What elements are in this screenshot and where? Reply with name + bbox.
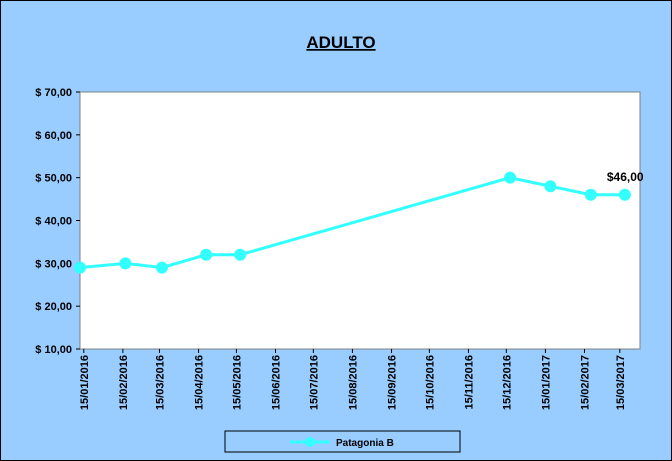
x-tick-label: 15/02/2017 bbox=[580, 355, 592, 410]
data-point bbox=[618, 188, 631, 201]
data-point bbox=[234, 248, 247, 261]
x-tick-label: 15/02/2016 bbox=[118, 355, 130, 410]
y-tick-label: $ 30,00 bbox=[35, 258, 72, 270]
legend-marker bbox=[305, 437, 315, 447]
data-point bbox=[74, 261, 86, 274]
x-tick-label: 15/09/2016 bbox=[387, 355, 399, 410]
legend-label: Patagonia B bbox=[336, 438, 394, 449]
x-tick-label: 15/10/2016 bbox=[424, 355, 436, 410]
data-point bbox=[504, 171, 517, 184]
x-tick-label: 15/12/2016 bbox=[501, 355, 513, 410]
x-tick-label: 15/07/2016 bbox=[308, 355, 320, 410]
x-tick-label: 15/04/2016 bbox=[194, 355, 206, 410]
data-point bbox=[119, 257, 132, 270]
y-tick-label: $ 60,00 bbox=[35, 130, 72, 142]
x-tick-label: 15/06/2016 bbox=[270, 355, 282, 410]
x-tick-label: 15/03/2016 bbox=[154, 355, 166, 410]
data-point bbox=[155, 261, 168, 274]
x-tick-label: 15/08/2016 bbox=[347, 355, 359, 410]
x-tick-label: 15/01/2017 bbox=[540, 355, 552, 410]
chart-title: ADULTO bbox=[306, 33, 375, 52]
x-tick-label: 15/11/2016 bbox=[463, 355, 475, 409]
y-tick-label: $ 50,00 bbox=[35, 173, 72, 185]
x-tick-label: 15/05/2016 bbox=[231, 355, 243, 410]
y-tick-label: $ 70,00 bbox=[35, 87, 72, 99]
data-point bbox=[544, 180, 557, 193]
data-point bbox=[584, 188, 597, 201]
y-tick-label: $ 40,00 bbox=[35, 216, 72, 228]
x-tick-label: 15/01/2016 bbox=[79, 355, 91, 410]
y-tick-label: $ 20,00 bbox=[35, 301, 72, 313]
x-tick-label: 15/03/2017 bbox=[615, 355, 627, 410]
data-point bbox=[200, 248, 213, 261]
y-tick-label: $ 10,00 bbox=[35, 344, 72, 356]
legend-box bbox=[224, 430, 461, 453]
data-label: $46,00 bbox=[607, 170, 644, 184]
